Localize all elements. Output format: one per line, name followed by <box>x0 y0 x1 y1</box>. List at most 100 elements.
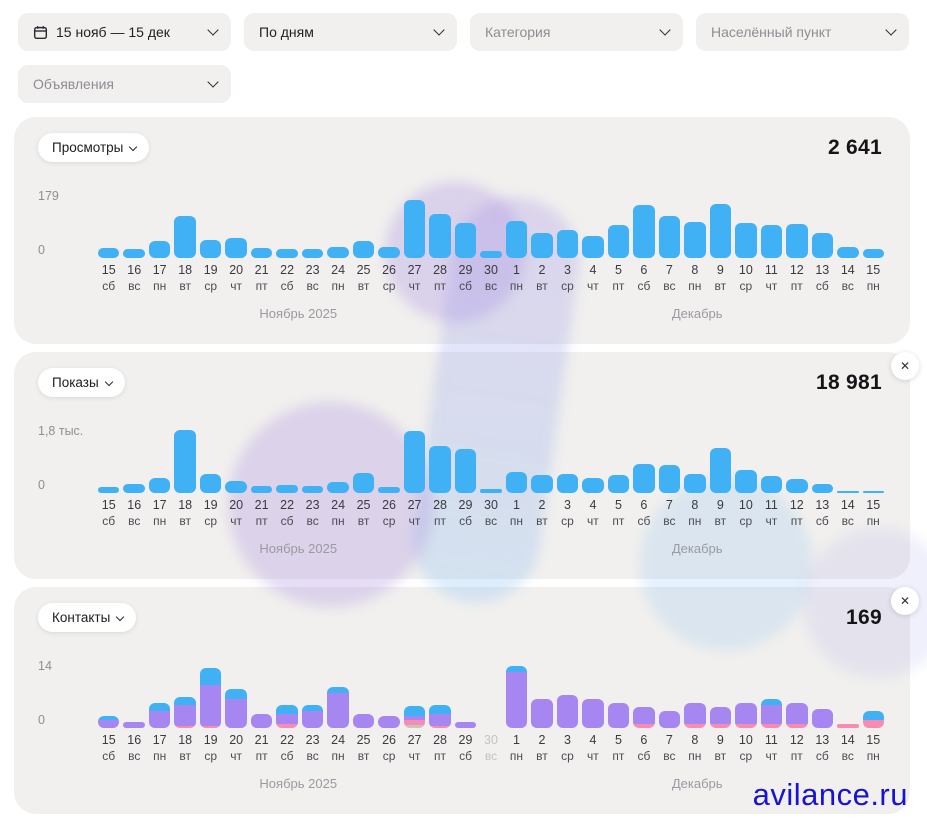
bar-day-9 <box>709 707 732 728</box>
bar-slot <box>453 188 478 258</box>
y-axis: 1,8 тыс. 0 <box>38 423 96 493</box>
bar-segment-blue <box>225 688 247 699</box>
bar-day-10 <box>735 222 757 258</box>
bar-slot <box>835 423 860 493</box>
x-axis-day-label: 22 сб <box>280 263 295 293</box>
bar-day-16 <box>123 248 145 258</box>
close-chart-button[interactable]: ✕ <box>891 587 919 615</box>
x-axis-day-label: 4 чт <box>587 498 599 528</box>
x-axis-day-label: 18 вт <box>178 498 193 528</box>
category-placeholder: Категория <box>485 24 551 40</box>
bar-day-27 <box>403 430 426 493</box>
bar-segment-pink <box>199 725 222 728</box>
bar-slot <box>427 423 452 493</box>
x-axis-day-label: 20 чт <box>229 733 244 763</box>
bar-segment-purple <box>174 705 196 726</box>
bar-segment-purple <box>199 684 222 726</box>
bar-segment-purple <box>98 719 120 728</box>
ads-filter[interactable]: Объявления <box>18 65 231 103</box>
bar-day-10 <box>735 470 757 493</box>
bar-day-8 <box>684 703 706 728</box>
bar-day-15 <box>98 487 120 493</box>
bar-day-3 <box>556 229 579 258</box>
bar-slot <box>810 423 835 493</box>
metric-selector-contacts[interactable]: Контакты <box>38 603 137 632</box>
bar-day-3 <box>556 474 579 493</box>
bar-day-17 <box>148 477 171 493</box>
x-axis-day-label: 1 пн <box>509 498 524 528</box>
filter-bar: 15 нояб — 15 дек По дням Категория Насел… <box>0 0 927 103</box>
bar-day-5 <box>607 474 630 493</box>
bar-slot <box>861 188 886 258</box>
bar-slot <box>759 658 784 728</box>
x-axis-day-label: 25 вт <box>356 498 371 528</box>
chevron-down-icon <box>885 24 897 36</box>
bar-slot <box>733 658 758 728</box>
bar-day-29 <box>454 721 477 728</box>
bar-slot <box>402 658 427 728</box>
date-range-filter[interactable]: 15 нояб — 15 дек <box>18 13 231 51</box>
contacts-total: 169 <box>846 606 882 629</box>
bars-track <box>96 188 886 258</box>
bar-segment-pink <box>429 725 451 728</box>
bar-slot <box>733 423 758 493</box>
x-axis-day-label: 7 вс <box>663 498 676 528</box>
bar-segment-blue <box>276 705 298 714</box>
bar-slot <box>121 658 146 728</box>
x-axis-day-label: 28 пт <box>433 733 447 763</box>
x-axis-day-label: 24 пн <box>331 733 346 763</box>
bar-slot <box>96 188 121 258</box>
close-chart-button[interactable]: ✕ <box>891 352 919 380</box>
bar-day-7 <box>658 711 681 728</box>
chevron-down-icon <box>207 24 219 36</box>
bar-slot <box>121 188 146 258</box>
grouping-filter[interactable]: По дням <box>244 13 457 51</box>
x-axis-day-label: 12 пт <box>789 263 804 293</box>
bar-day-10 <box>735 703 757 728</box>
bar-slot <box>682 658 707 728</box>
bar-day-30 <box>480 250 502 258</box>
bar-day-11 <box>760 224 783 258</box>
bar-segment-blue <box>98 715 120 720</box>
bar-slot <box>784 188 809 258</box>
bar-slot <box>861 423 886 493</box>
bar-segment-purple <box>633 707 655 724</box>
bar-day-9 <box>709 448 732 493</box>
bar-slot <box>504 423 529 493</box>
bar-segment-purple <box>786 703 808 724</box>
metric-selector-label: Просмотры <box>52 140 124 155</box>
bar-slot <box>631 188 656 258</box>
bar-day-5 <box>607 703 630 728</box>
bar-segment-purple <box>454 721 477 728</box>
x-axis-day-label: 11 чт <box>764 498 778 528</box>
x-axis-day-label: 3 ср <box>561 733 574 763</box>
metric-selector-views[interactable]: Просмотры <box>38 133 150 162</box>
x-axis-day-label: 14 вс <box>840 498 855 528</box>
x-axis-day-label: 26 ср <box>382 733 396 763</box>
bar-slot <box>580 423 605 493</box>
x-axis-day-label: 27 чт <box>407 733 422 763</box>
bar-slot <box>555 658 580 728</box>
x-axis-day-label: 10 ср <box>738 498 753 528</box>
x-axis-day-label: 28 пт <box>433 498 447 528</box>
bar-slot <box>733 188 758 258</box>
metric-selector-impressions[interactable]: Показы <box>38 368 125 397</box>
x-axis-day-label: 6 сб <box>637 263 651 293</box>
x-axis-day-label: 16 вс <box>127 733 142 763</box>
bar-slot <box>198 188 223 258</box>
bar-slot <box>325 658 350 728</box>
contacts-chart-panel: ✕ Контакты 169 14 0 15 сб 16 вс 17 пн 18 вт 19 ср… <box>14 587 919 814</box>
location-filter[interactable]: Населённый пункт <box>696 13 909 51</box>
x-axis-day-label: 1 пн <box>509 733 524 763</box>
impressions-total: 18 981 <box>815 371 882 394</box>
category-filter[interactable]: Категория <box>470 13 683 51</box>
bar-segment-purple <box>556 694 579 728</box>
x-axis-day-label: 11 чт <box>764 263 778 293</box>
x-axis-day-label: 2 вт <box>536 733 548 763</box>
bar-slot <box>810 188 835 258</box>
x-axis-day-label: 25 вт <box>356 733 371 763</box>
x-axis-day-label: 16 вс <box>127 263 142 293</box>
bar-slot <box>580 658 605 728</box>
bar-segment-blue <box>148 703 171 712</box>
bar-slot <box>657 658 682 728</box>
